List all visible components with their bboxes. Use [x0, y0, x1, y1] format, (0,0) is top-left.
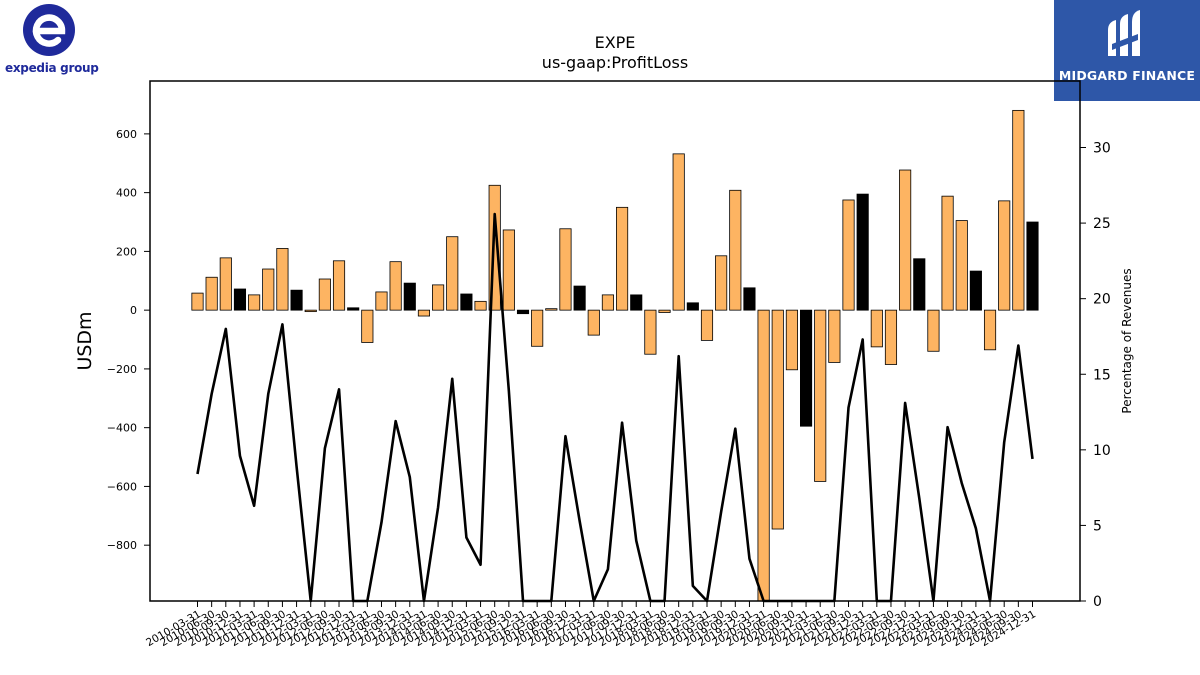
bar-series — [191, 109, 1039, 602]
bar-2022-03-31 — [870, 309, 883, 348]
bar-2024-12-31 — [1026, 221, 1039, 311]
bar-2023-03-31 — [927, 309, 940, 352]
y2-tick-label: 15 — [1093, 367, 1111, 383]
y2-tick-label: 30 — [1093, 141, 1111, 157]
bar-2022-06-30 — [884, 309, 898, 365]
bar-2015-06-30 — [488, 184, 501, 311]
bar-2024-03-31 — [983, 309, 997, 351]
bar-2011-03-31 — [248, 294, 261, 311]
bar-2023-09-30 — [955, 220, 968, 311]
bar-2012-03-31 — [304, 309, 317, 313]
midgard-finance-logo: MIDGARD FINANCE — [1054, 0, 1200, 101]
bar-2019-06-30 — [715, 255, 728, 311]
bar-2023-12-31 — [969, 270, 982, 311]
bar-2018-03-31 — [644, 309, 657, 355]
y2-tick-label: 5 — [1093, 518, 1102, 534]
y2-axis-label: Percentage of Revenues — [1120, 268, 1134, 413]
y-axis-left: −800 −600 −400 −200 0 200 400 600 — [107, 128, 150, 552]
bar-2022-12-31 — [913, 258, 926, 311]
bar-2023-06-30 — [941, 195, 954, 311]
y2-tick-label: 25 — [1093, 216, 1111, 232]
bar-2010-09-30 — [219, 257, 232, 311]
bar-2016-03-31 — [531, 309, 544, 347]
bar-2010-12-31 — [233, 288, 247, 311]
bar-2013-06-30 — [375, 291, 388, 311]
bar-2015-03-31 — [474, 300, 487, 311]
bar-2014-03-31 — [417, 309, 430, 317]
bar-2010-06-30 — [205, 276, 218, 311]
bar-2020-09-30 — [785, 309, 798, 371]
x-axis: 2010-03-312010-06-302010-09-302010-12-31… — [144, 601, 1038, 649]
bar-2019-03-31 — [700, 309, 714, 341]
bar-2014-09-30 — [446, 236, 459, 311]
y-tick-label: −600 — [107, 480, 137, 493]
bar-2018-12-31 — [686, 302, 699, 311]
chart-title: EXPE — [595, 33, 636, 52]
bar-2020-12-31 — [800, 309, 813, 427]
bar-2019-09-30 — [729, 189, 742, 311]
bar-2016-12-31 — [573, 285, 586, 311]
bar-2011-12-31 — [290, 289, 303, 311]
bar-2020-03-31 — [757, 309, 770, 602]
bar-2012-06-30 — [318, 278, 331, 311]
bar-2021-09-30 — [842, 199, 855, 311]
y2-tick-label: 0 — [1093, 594, 1102, 610]
y-tick-label: −200 — [107, 363, 137, 376]
bar-2011-06-30 — [262, 268, 275, 311]
y-tick-label: −800 — [107, 539, 137, 552]
bar-2021-06-30 — [828, 309, 841, 363]
y-tick-label: 600 — [116, 128, 137, 141]
bar-2011-09-30 — [276, 248, 289, 311]
bar-2019-12-31 — [743, 287, 756, 311]
y-axis-label: USDm — [74, 311, 96, 370]
bar-2018-06-30 — [658, 309, 671, 313]
bar-2017-03-31 — [587, 309, 600, 336]
bar-2020-06-30 — [771, 309, 784, 530]
bar-2024-09-30 — [1012, 109, 1025, 311]
y-axis-right: 0 5 10 15 20 25 30 — [1080, 141, 1111, 610]
midgard-m-icon — [1108, 10, 1140, 56]
midgard-finance-wordmark: MIDGARD FINANCE — [1058, 68, 1196, 83]
bar-2015-12-31 — [516, 309, 530, 315]
bar-2016-06-30 — [545, 308, 558, 311]
percentage-line — [196, 212, 1034, 603]
y-tick-label: −400 — [107, 422, 137, 435]
bar-2012-09-30 — [332, 260, 346, 311]
bar-2015-09-30 — [502, 229, 515, 311]
bar-2017-09-30 — [616, 206, 629, 311]
percentage-line-series — [196, 212, 1034, 603]
bar-2014-12-31 — [460, 293, 473, 311]
bar-2017-12-31 — [630, 294, 643, 311]
y2-tick-label: 20 — [1093, 292, 1111, 308]
bar-2010-03-31 — [191, 292, 204, 311]
chart-subtitle: us-gaap:ProfitLoss — [542, 53, 688, 72]
bar-2021-03-31 — [814, 309, 827, 482]
y-tick-label: 0 — [130, 304, 137, 317]
bar-2014-06-30 — [432, 284, 445, 311]
bar-2024-06-30 — [998, 200, 1011, 311]
bar-2013-12-31 — [403, 282, 416, 311]
expedia-group-logo: expedia group — [0, 0, 100, 80]
expedia-e-icon — [23, 4, 75, 56]
bar-2022-09-30 — [899, 169, 912, 311]
bar-2013-09-30 — [389, 261, 402, 311]
y-tick-label: 400 — [116, 187, 137, 200]
bar-2018-09-30 — [672, 153, 685, 311]
y-tick-label: 200 — [116, 245, 137, 258]
plot-frame — [149, 80, 1081, 602]
bar-2012-12-31 — [347, 307, 360, 311]
bar-2021-12-31 — [856, 193, 869, 311]
bar-2013-03-31 — [361, 309, 374, 343]
expedia-group-wordmark: expedia group — [5, 61, 99, 75]
bar-2017-06-30 — [601, 294, 614, 311]
bar-2016-09-30 — [559, 228, 572, 311]
y2-tick-label: 10 — [1093, 443, 1111, 459]
